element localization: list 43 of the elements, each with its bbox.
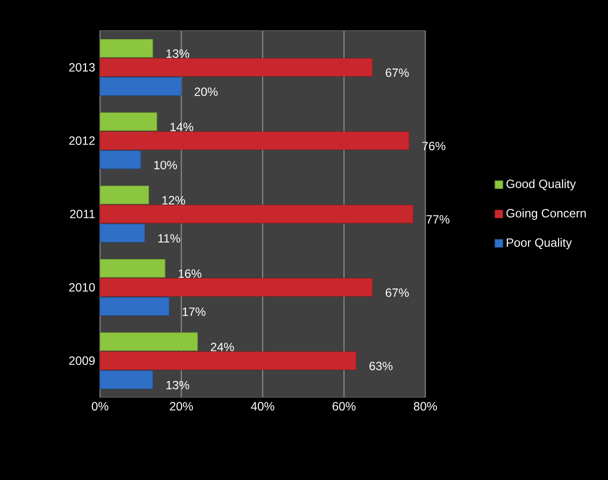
x-tick-label: 60% bbox=[332, 402, 356, 411]
data-label: 67% bbox=[386, 68, 409, 77]
bar bbox=[100, 332, 198, 351]
x-tick-label: 0% bbox=[92, 402, 108, 411]
bar bbox=[100, 77, 182, 96]
x-tick-label: 40% bbox=[250, 402, 274, 411]
data-label: 14% bbox=[170, 122, 194, 132]
bar bbox=[100, 131, 410, 150]
y-tick-label: 2011 bbox=[70, 210, 95, 218]
bar bbox=[100, 186, 150, 204]
data-label: 20% bbox=[194, 87, 218, 96]
data-label: 11% bbox=[158, 234, 180, 243]
data-label: 16% bbox=[178, 269, 202, 278]
legend-label: Poor Quality bbox=[506, 238, 572, 250]
y-tick-label: 2009 bbox=[69, 356, 95, 365]
data-label: 67% bbox=[386, 288, 409, 297]
data-label: 77% bbox=[426, 215, 450, 224]
data-label: 13% bbox=[166, 49, 190, 58]
bar bbox=[100, 297, 170, 316]
y-tick-label: 2012 bbox=[69, 136, 95, 145]
bar bbox=[100, 351, 356, 370]
data-label: 12% bbox=[162, 196, 186, 204]
data-label: 13% bbox=[166, 380, 190, 390]
bar bbox=[100, 224, 146, 242]
bar bbox=[100, 150, 141, 170]
x-tick-label: 80% bbox=[414, 402, 437, 411]
bar bbox=[100, 38, 154, 58]
x-tick-label: 20% bbox=[170, 402, 193, 411]
data-label: 17% bbox=[182, 308, 206, 316]
bar bbox=[100, 370, 154, 390]
data-label: 63% bbox=[370, 362, 392, 370]
bar bbox=[100, 204, 414, 224]
legend-label: Going Concern bbox=[506, 208, 586, 220]
data-label: 10% bbox=[154, 160, 177, 170]
y-tick-label: 2010 bbox=[69, 283, 95, 292]
bar bbox=[100, 58, 373, 77]
bar bbox=[100, 112, 158, 131]
data-label: 76% bbox=[422, 142, 446, 150]
bar bbox=[100, 278, 373, 297]
bar bbox=[100, 258, 166, 278]
y-tick-label: 2013 bbox=[69, 63, 95, 72]
data-label: 24% bbox=[210, 342, 234, 352]
legend-label: Good Quality bbox=[506, 179, 576, 190]
